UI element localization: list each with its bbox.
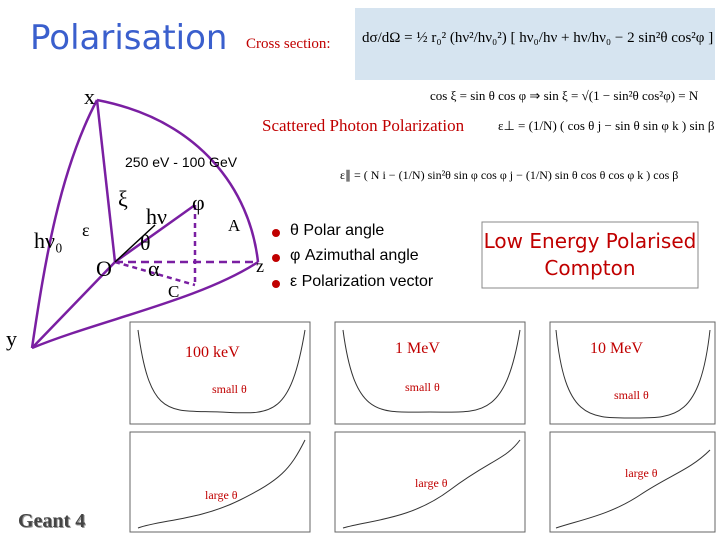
symbol: O bbox=[96, 256, 112, 281]
axis-label: z bbox=[256, 256, 264, 276]
scattered-label: Scattered Photon Polarization bbox=[262, 116, 465, 135]
symbol: hν bbox=[146, 204, 167, 229]
plot-energy: 1 MeV bbox=[395, 340, 440, 357]
cross-section-label: Cross section: bbox=[246, 36, 331, 52]
energy-range: 250 eV - 100 GeV bbox=[125, 154, 238, 170]
symbol: hν₀ bbox=[34, 228, 63, 253]
formula-box bbox=[355, 8, 715, 80]
symbol: α bbox=[148, 256, 160, 281]
symbol: ε bbox=[82, 220, 90, 240]
symbol: θ bbox=[140, 230, 151, 255]
bullet: φ Azimuthal angle bbox=[290, 247, 419, 264]
plot-small: small θ bbox=[405, 380, 440, 394]
symbol: ξ bbox=[118, 186, 128, 211]
formula: ε∥ = ( N i − (1/N) sin²θ sin φ cos φ j −… bbox=[340, 168, 679, 182]
footer-logo: Geant 4 bbox=[18, 510, 86, 532]
formula: cos ξ = sin θ cos φ ⇒ sin ξ = √(1 − sin²… bbox=[430, 88, 699, 103]
cross-section-formula: dσ/dΩ = ½ r₀² (hν²/hν₀²) [ hν₀/hν + hν/h… bbox=[362, 30, 714, 46]
symbol: φ bbox=[192, 190, 205, 215]
histograms bbox=[129, 321, 716, 533]
title: Polarisation bbox=[30, 18, 228, 58]
plot-large: large θ bbox=[205, 488, 238, 502]
headline-box bbox=[481, 221, 699, 289]
axis-label: y bbox=[6, 326, 17, 351]
symbol: C bbox=[168, 282, 180, 301]
plot-large: large θ bbox=[415, 476, 448, 490]
plot-small: small θ bbox=[614, 388, 649, 402]
axis-label: x bbox=[84, 84, 95, 109]
plot-energy: 10 MeV bbox=[590, 340, 643, 357]
bullet: ε Polarization vector bbox=[290, 273, 434, 290]
formula: ε⊥ = (1/N) ( cos θ j − sin θ sin φ k ) s… bbox=[498, 118, 715, 133]
axes bbox=[30, 98, 260, 350]
plot-small: small θ bbox=[212, 382, 247, 396]
plot-large: large θ bbox=[625, 466, 658, 480]
plot-energy: 100 keV bbox=[185, 344, 240, 361]
bullets-dots bbox=[272, 229, 280, 288]
headline: Low Energy Polarised Compton bbox=[483, 229, 697, 280]
symbol: A bbox=[228, 216, 241, 235]
bullet: θ Polar angle bbox=[290, 222, 385, 239]
